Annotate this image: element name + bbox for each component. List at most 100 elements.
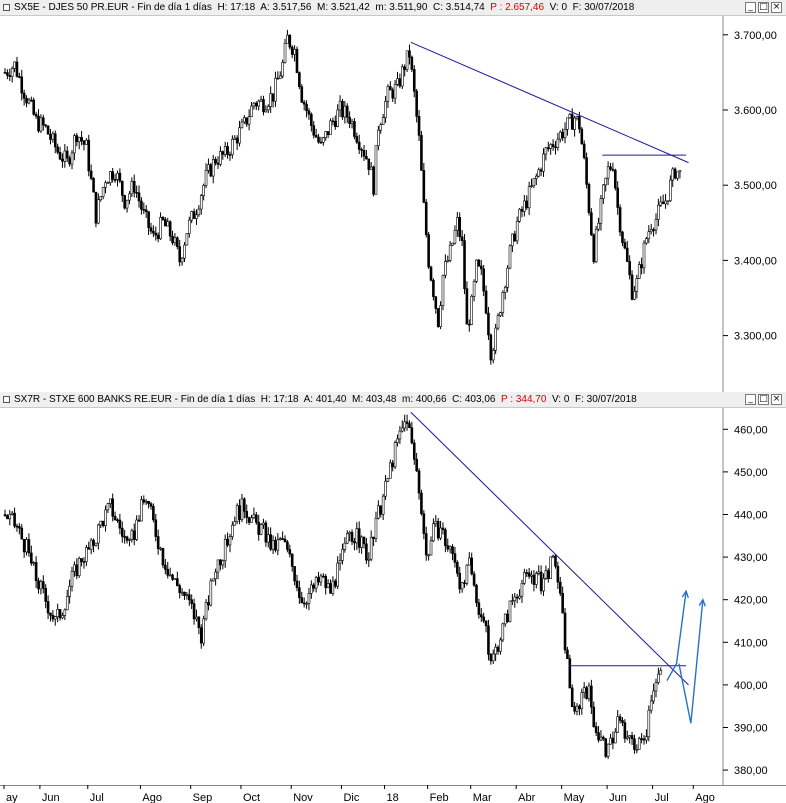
candle-body [202,185,205,196]
candle-body [444,261,447,276]
candle-body [420,135,423,171]
candle [118,513,122,535]
close-icon[interactable]: × [771,394,782,405]
candle-body [6,515,9,520]
candle [123,194,126,210]
candle [606,743,610,760]
candle [34,111,38,119]
y-tick-label: 430,00 [734,552,768,564]
candle-body [116,172,119,180]
candle-body [542,578,545,592]
candle [434,515,438,527]
candle-body [302,602,306,605]
candle [154,226,158,241]
candle [374,511,378,543]
candle [439,301,442,330]
candle [444,254,447,279]
panel-menu-icon[interactable] [3,4,10,11]
candle [317,571,320,586]
candle-body [329,583,332,594]
candle-body [132,530,136,540]
maximize-icon[interactable]: □ [758,394,769,405]
candle [195,609,198,622]
candle-body [350,531,354,542]
candle-body [322,575,325,578]
candle [137,185,141,208]
candle [453,546,457,568]
candle [87,134,91,177]
candle-body [44,588,47,602]
candle [324,130,328,141]
candle [231,135,234,159]
candle [652,227,655,237]
candle-body [207,602,210,606]
candle [448,241,452,263]
candle [58,146,62,161]
minimize-icon[interactable]: _ [745,394,756,405]
candle [211,578,215,582]
candle-body [408,50,411,58]
candle [132,174,136,198]
candle-body [527,572,531,577]
candle-body [13,61,16,69]
candle [197,616,201,635]
candle-body [582,687,586,694]
candle-body [389,86,392,91]
candle [475,259,478,283]
candle [549,143,552,155]
candle [623,238,627,250]
candle-body [132,181,136,193]
candle [599,730,603,742]
candle [609,733,612,745]
candle [211,154,215,184]
candle [625,730,629,741]
candle [647,225,651,244]
candle-body [369,536,373,560]
candle [209,578,213,607]
candle-body [290,553,294,567]
candle [252,102,256,110]
candle-body [381,117,385,125]
candle-body [379,124,383,131]
candle-body [176,237,179,247]
candle-body [649,229,653,233]
candle-body [511,233,514,247]
candle [348,111,351,129]
candle [262,518,265,529]
candle-body [87,139,91,172]
candle-body [235,505,239,522]
candle [357,134,361,155]
close-icon[interactable]: × [771,2,782,13]
candle-body [286,541,289,550]
candle [118,168,122,184]
candle [451,544,454,561]
candle [180,588,184,597]
candle-body [570,687,574,707]
minimize-icon[interactable]: _ [745,2,756,13]
candle [446,538,450,552]
candle-body [39,581,43,590]
candle-body [101,186,105,197]
candle [226,532,229,548]
candle [494,643,497,661]
candle [362,536,366,549]
maximize-icon[interactable]: □ [758,2,769,13]
candle-body [211,578,215,582]
candle [400,64,404,89]
candle-body [209,580,213,606]
candle-body [558,581,562,594]
candle [113,173,117,183]
candle [290,553,294,572]
candle-body [166,221,170,227]
candle-body [592,706,596,727]
candle [73,133,76,161]
candle-body [489,334,493,361]
candle [197,205,201,217]
candle [192,598,196,625]
candle [326,579,330,589]
candle-body [451,242,454,246]
candle [336,556,339,590]
candle-body [441,274,445,306]
candle-body [314,134,318,138]
panel-menu-icon[interactable] [3,396,10,403]
